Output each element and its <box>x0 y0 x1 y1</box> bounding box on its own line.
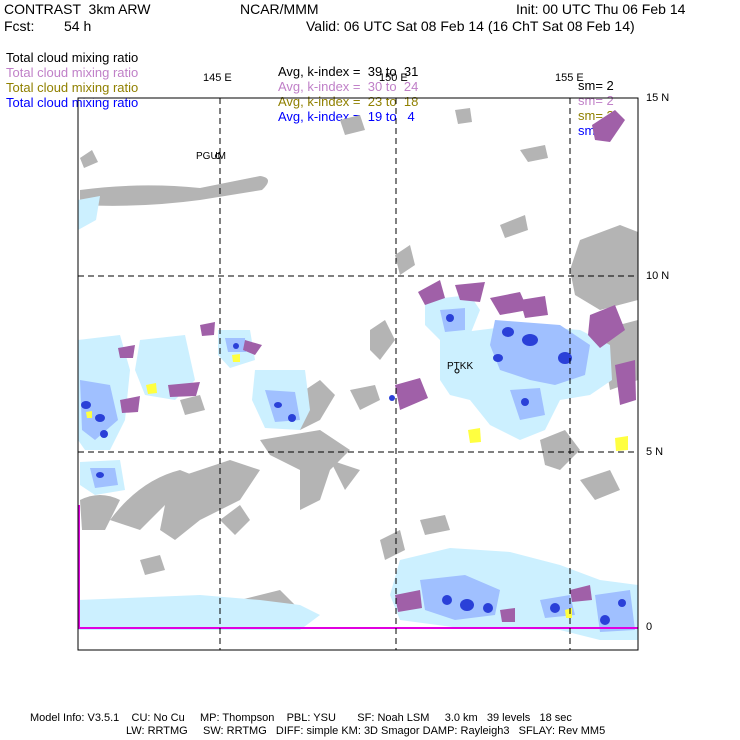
legend-row-1: Total cloud mixing ratio Avg, k-index = … <box>6 37 614 93</box>
legend-range: Avg, k-index = 39 to 31 <box>278 64 419 79</box>
forecast-label: Fcst: <box>4 18 35 34</box>
model-title: CONTRAST 3km ARW <box>4 1 151 17</box>
model-info-line2: LW: RRTMG SW: RRTMG DIFF: simple KM: 3D … <box>126 725 606 737</box>
legend-row-2: Total cloud mixing ratio Avg, k-index = … <box>6 52 614 108</box>
forecast-hours: 54 h <box>64 18 92 34</box>
valid-time: Valid: 06 UTC Sat 08 Feb 14 (16 ChT Sat … <box>306 18 635 34</box>
lon-label-150: 150 E <box>379 72 408 84</box>
station-label-ptkk: PTKK <box>447 361 474 372</box>
lon-label-145: 145 E <box>203 72 232 84</box>
high-cloud-areas <box>118 110 636 622</box>
graticule <box>78 98 638 650</box>
lat-label-equator: 0 <box>646 621 653 633</box>
lat-label-10n: 10 N <box>646 270 670 282</box>
map-frame <box>77 97 639 651</box>
legend-field: Total cloud mixing ratio <box>6 95 139 110</box>
low-cloud-light <box>78 196 638 640</box>
org-title: NCAR/MMM <box>240 1 319 17</box>
lon-label-155: 155 E <box>555 72 584 84</box>
legend-field: Total cloud mixing ratio <box>6 65 139 80</box>
map-content <box>78 108 638 640</box>
legend-field: Total cloud mixing ratio <box>6 50 139 65</box>
lat-label-5n: 5 N <box>646 446 664 458</box>
legend-smooth: sm= 2 <box>578 78 614 93</box>
station-marker-pgum <box>215 153 221 159</box>
low-cloud-mid <box>80 308 635 632</box>
legend-range: Avg, k-index = 19 to 4 <box>278 109 415 124</box>
legend-smooth: sm= 2 <box>578 93 614 108</box>
init-time: Init: 00 UTC Thu 06 Feb 14 <box>516 1 686 17</box>
low-cloud-dark <box>81 314 626 625</box>
lat-label-15n: 15 N <box>646 92 670 104</box>
legend-row-4: Total cloud mixing ratio Avg, k-index = … <box>6 82 614 138</box>
station-label-pgum: PGUM <box>196 151 226 162</box>
legend-range: Avg, k-index = 30 to 24 <box>278 79 419 94</box>
legend-field: Total cloud mixing ratio <box>6 80 139 95</box>
model-info-line1: Model Info: V3.5.1 CU: No Cu MP: Thompso… <box>30 712 572 724</box>
station-marker-ptkk <box>454 368 460 374</box>
